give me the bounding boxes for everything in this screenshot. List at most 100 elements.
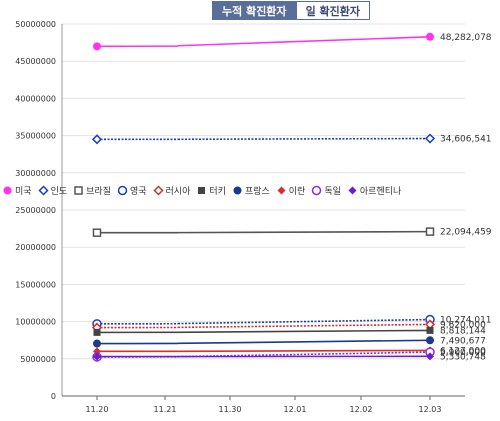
- legend-item[interactable]: 미국: [2, 184, 32, 197]
- series-0: [93, 32, 434, 51]
- end-labels: 48,282,078 34,606,541 22,094,459 10,274,011…: [440, 33, 492, 363]
- data-point[interactable]: [425, 227, 435, 236]
- series-line: [177, 230, 431, 234]
- y-tick-label: 20000000: [15, 243, 56, 252]
- series-line: [177, 35, 431, 47]
- data-point[interactable]: [233, 186, 242, 195]
- y-tick-label: 35000000: [15, 132, 56, 141]
- end-value-label: 9,620,000: [440, 320, 486, 330]
- data-point[interactable]: [92, 228, 102, 237]
- legend-item[interactable]: 독일: [311, 184, 341, 197]
- data-point[interactable]: [74, 186, 83, 195]
- end-value-label: 7,490,677: [440, 336, 486, 346]
- legend-item[interactable]: 아르헨티나: [347, 184, 401, 197]
- grid: [62, 23, 465, 360]
- data-point[interactable]: [424, 133, 436, 144]
- y-tick-label: 30000000: [15, 169, 56, 178]
- data-point[interactable]: [93, 339, 101, 348]
- series-line: [177, 339, 431, 345]
- data-point[interactable]: [198, 187, 206, 194]
- legend-label: 브라질: [86, 187, 111, 197]
- series-9: [93, 352, 434, 361]
- y-tick-label: 45000000: [15, 57, 56, 66]
- series-line: [177, 318, 431, 325]
- legend-label: 프랑스: [244, 187, 270, 197]
- data-point[interactable]: [91, 134, 103, 145]
- data-point[interactable]: [426, 32, 434, 41]
- data-point[interactable]: [38, 185, 49, 196]
- legend-marker: [312, 185, 322, 196]
- x-tick-label: 12.03: [419, 405, 442, 414]
- legend-marker: [117, 185, 128, 196]
- x-tick-label: 11.30: [219, 405, 242, 414]
- y-tick-label: 10000000: [15, 318, 56, 327]
- chart-legend: 미국 인도 브라질 영국 러시아 터키 프랑스 이란 독일 아르헨티나: [2, 184, 500, 197]
- x-tick-label: 11.20: [86, 405, 109, 414]
- series-line: [177, 329, 431, 334]
- data-point[interactable]: [152, 185, 164, 196]
- legend-label: 독일: [324, 187, 341, 197]
- y-tick-label: 0: [51, 392, 56, 401]
- legend-marker: [277, 186, 286, 195]
- legend-label: 러시아: [165, 187, 191, 197]
- data-point[interactable]: [426, 336, 434, 345]
- series-lines: [91, 32, 436, 362]
- series-1: [91, 133, 436, 145]
- tab-cumulative-cases[interactable]: 누적 확진환자: [212, 1, 297, 20]
- series-5: [93, 326, 434, 336]
- legend-label: 이란: [288, 187, 306, 197]
- legend-label: 아르헨티나: [359, 187, 402, 197]
- series-line: [177, 323, 431, 329]
- legend-label: 인도: [50, 187, 68, 197]
- x-tick-label: 11.21: [154, 405, 177, 414]
- legend-marker: [38, 185, 49, 196]
- end-value-label: 8,818,144: [440, 326, 486, 336]
- legend-label: 미국: [15, 187, 32, 197]
- series-6: [93, 336, 434, 348]
- data-point[interactable]: [93, 328, 101, 336]
- legend-item[interactable]: 인도: [38, 184, 68, 197]
- legend-label: 터키: [209, 187, 226, 197]
- data-point[interactable]: [117, 185, 128, 196]
- legend-item[interactable]: 브라질: [73, 184, 111, 197]
- y-tick-label: 50000000: [15, 20, 56, 29]
- end-value-label: 6,127,000: [440, 346, 486, 356]
- legend-label: 영국: [129, 187, 147, 197]
- series-2: [92, 227, 435, 237]
- legend-item[interactable]: 프랑스: [232, 184, 270, 197]
- end-value-label: 5,330,748: [440, 352, 486, 362]
- data-point[interactable]: [348, 186, 357, 195]
- series-7: [93, 346, 434, 356]
- data-point[interactable]: [277, 186, 286, 195]
- legend-item[interactable]: 터키: [196, 184, 226, 197]
- y-tick-label: 25000000: [15, 206, 56, 215]
- y-tick-label: 15000000: [15, 280, 56, 289]
- data-point[interactable]: [426, 352, 434, 361]
- chart-tabs: 누적 확진환자 일 확진환자: [212, 1, 370, 20]
- data-point[interactable]: [93, 352, 101, 361]
- legend-marker: [348, 186, 357, 195]
- legend-marker: [74, 186, 83, 195]
- legend-item[interactable]: 영국: [117, 184, 147, 197]
- end-value-label: 34,606,541: [440, 135, 492, 145]
- legend-marker: [198, 187, 206, 194]
- x-tick-label: 12.02: [350, 405, 373, 414]
- legend-item[interactable]: 러시아: [152, 184, 191, 197]
- legend-marker: [3, 186, 12, 195]
- end-value-label: 10,274,011: [440, 316, 492, 326]
- tab-daily-cases[interactable]: 일 확진환자: [296, 1, 370, 20]
- series-line: [177, 137, 431, 141]
- data-point[interactable]: [93, 42, 101, 51]
- legend-marker: [233, 186, 242, 195]
- end-value-label: 5,900,000: [440, 348, 486, 358]
- axes: 0 5000000 10000000 15000000 20000000 25000000…: [15, 20, 465, 414]
- series-line: [177, 349, 431, 353]
- legend-item[interactable]: 이란: [276, 184, 306, 197]
- end-value-label: 48,282,078: [440, 33, 492, 43]
- data-point[interactable]: [3, 186, 12, 195]
- y-tick-label: 40000000: [15, 94, 56, 103]
- y-tick-label: 5000000: [20, 355, 56, 364]
- data-point[interactable]: [426, 326, 434, 334]
- x-tick-label: 12.01: [284, 405, 307, 414]
- data-point[interactable]: [312, 185, 322, 196]
